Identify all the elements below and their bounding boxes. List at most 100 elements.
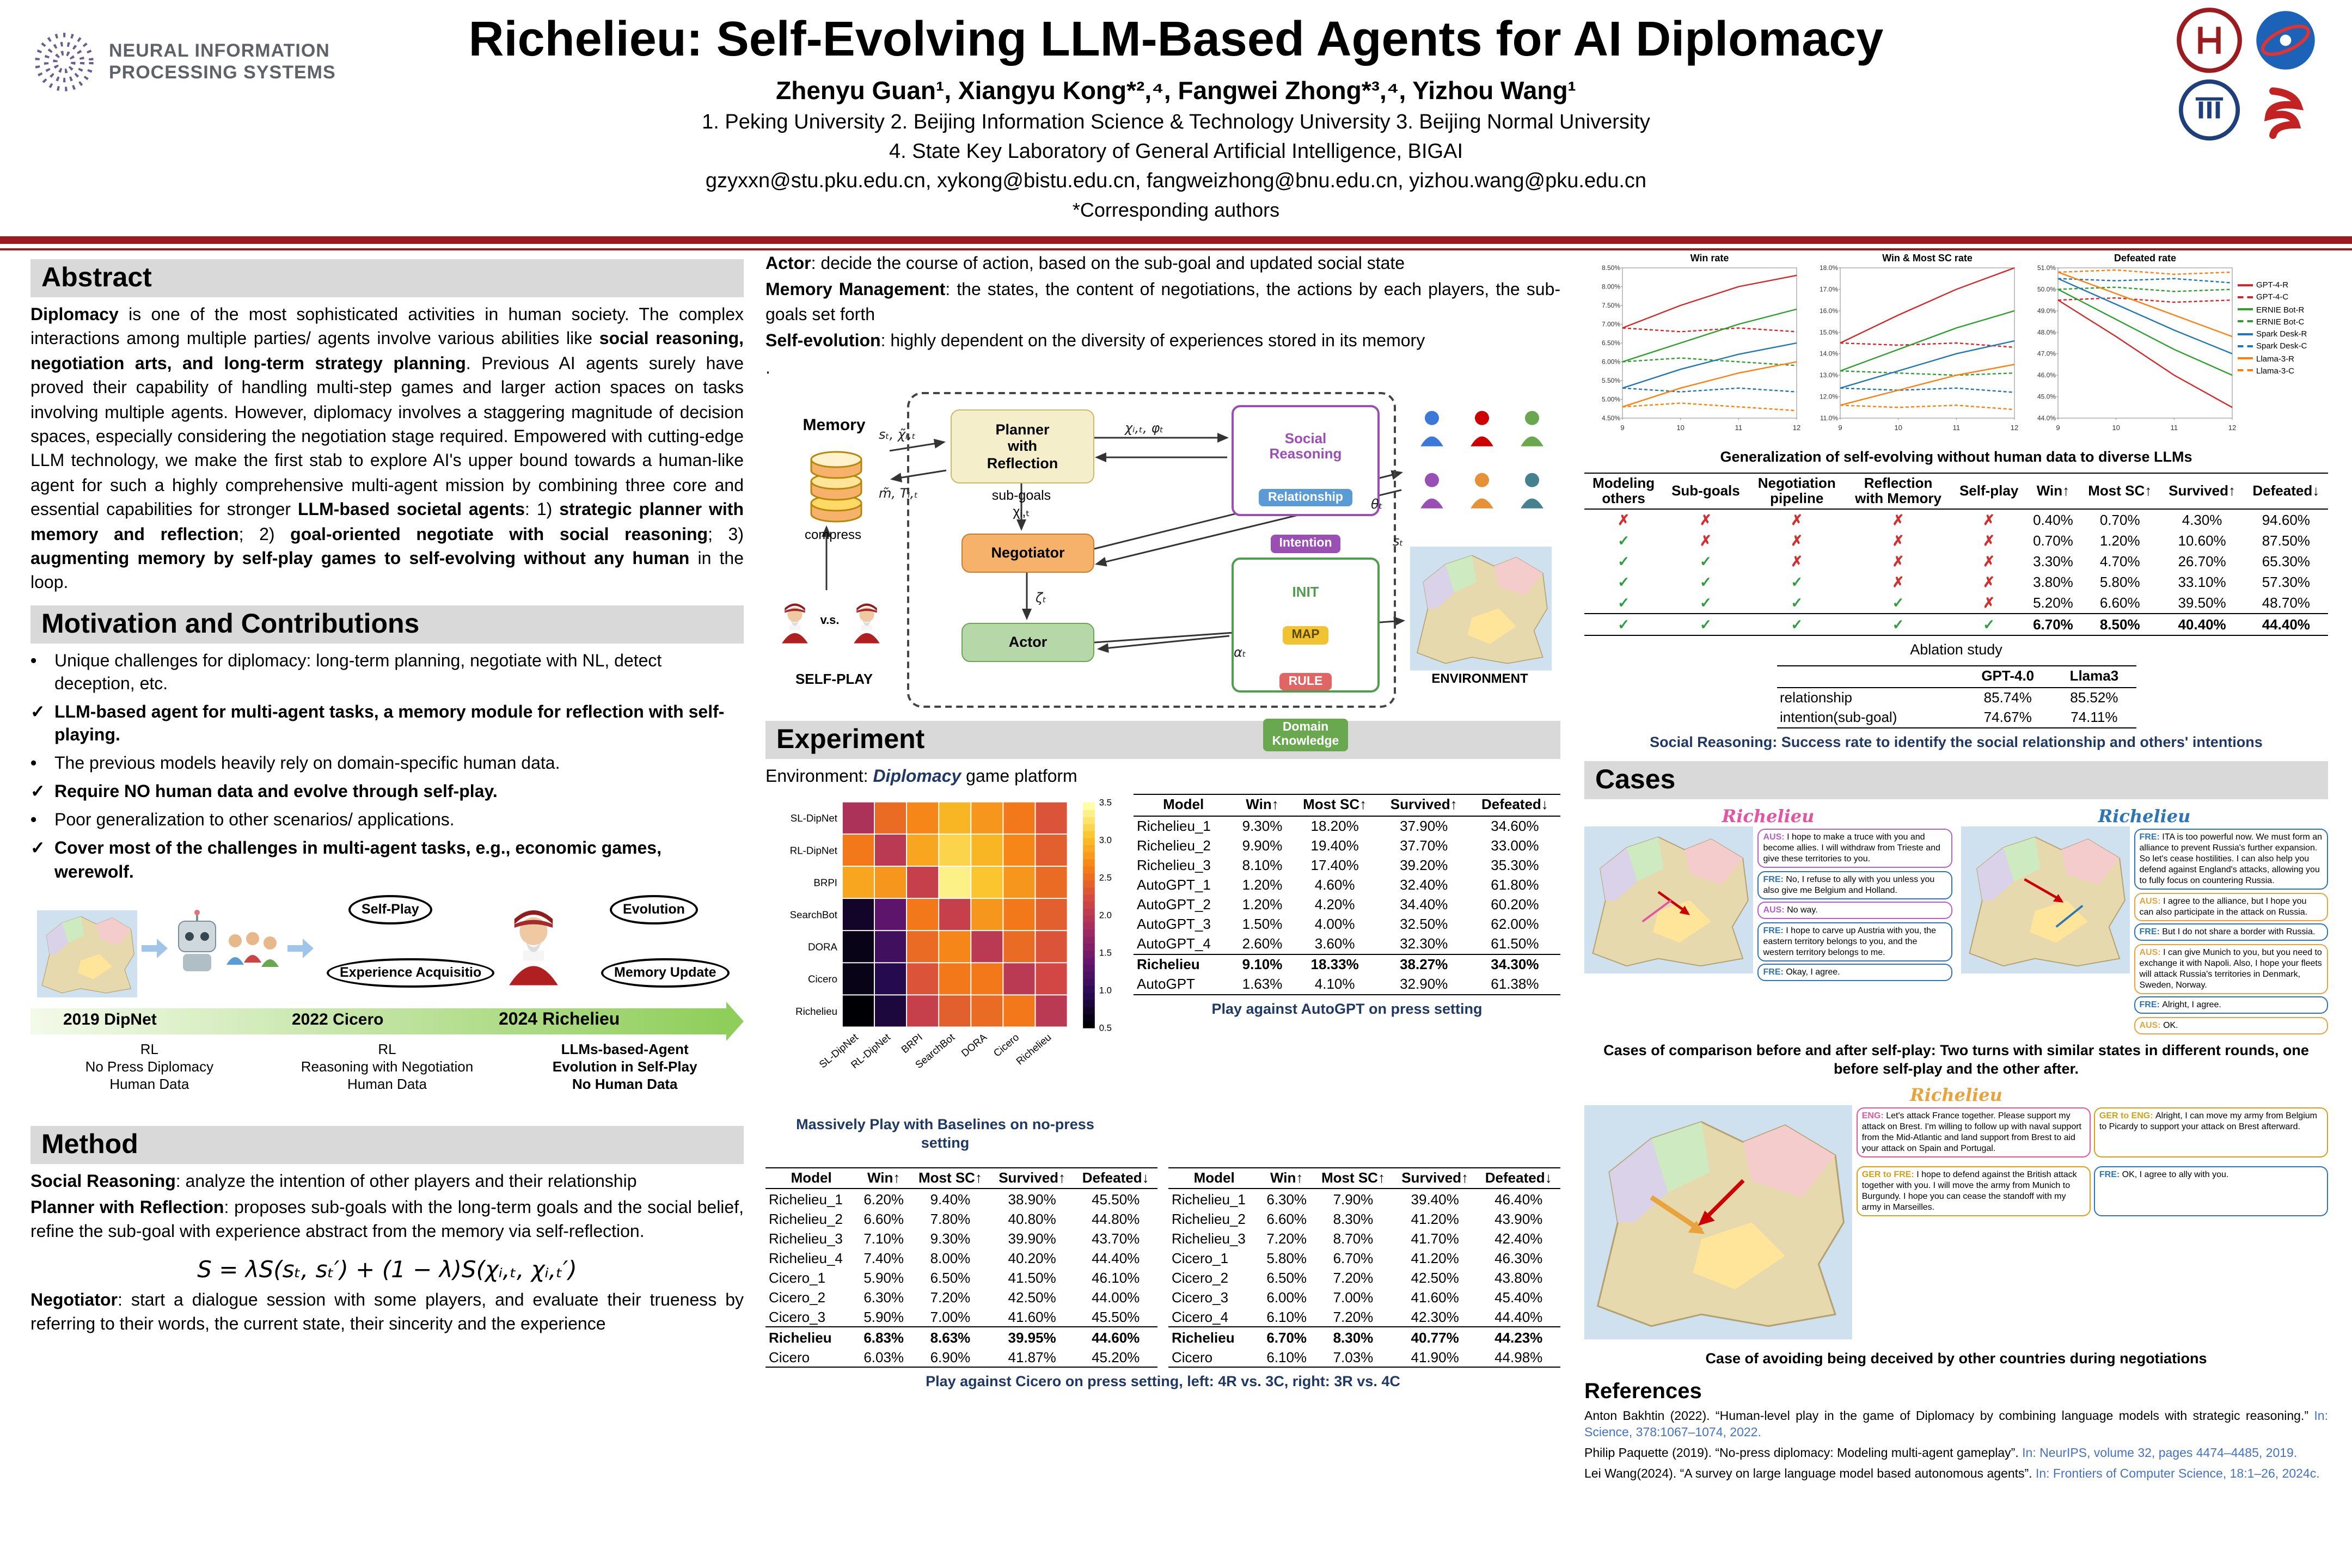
table-cell: 0.40% xyxy=(2033,512,2073,529)
selfplay-richelieu-left xyxy=(776,599,813,651)
svg-text:9: 9 xyxy=(1620,424,1624,432)
table-cell: 32.30% xyxy=(1400,935,1448,952)
table-cell: 4.60% xyxy=(1314,877,1355,893)
table-cell: Cicero_3 xyxy=(769,1308,826,1325)
table-cell: 41.87% xyxy=(1008,1349,1056,1365)
legend-entry: GPT-4-R xyxy=(2238,279,2323,291)
table-cell: 65.30% xyxy=(2262,553,2310,570)
motivation-item: • Poor generalization to other scenarios/… xyxy=(30,811,455,830)
relationship-chip: Relationship xyxy=(1259,488,1352,507)
bistu-badge-icon xyxy=(2256,11,2315,70)
table-cell: 85.74% xyxy=(1983,689,2032,706)
table-cell: 38.90% xyxy=(1008,1191,1056,1208)
social-reasoning-caption: Social Reasoning: Success rate to identi… xyxy=(1650,733,2263,750)
svg-text:DORA: DORA xyxy=(959,1032,989,1059)
cicero-caption: Play against Cicero on press setting, le… xyxy=(926,1373,1400,1390)
cases-figure-2-caption: Case of avoiding being deceived by other… xyxy=(1705,1350,2207,1367)
pipeline-actor-text: Actor: decide the course of action, base… xyxy=(765,255,1405,273)
table-row: ✗ ✗ ✗ ✗ ✗ 0.40% 0.70% 4.30% 94.60% xyxy=(1584,510,2328,531)
svg-text:11: 11 xyxy=(2171,424,2178,432)
table-row: AutoGPT 1.63% 4.10% 32.90% 61.38% xyxy=(1134,974,1560,994)
neurips-line1: NEURAL INFORMATION xyxy=(109,40,330,61)
table-cell: 61.80% xyxy=(1491,877,1539,893)
table-row: Richelieu 9.10% 18.33% 38.27% 34.30% xyxy=(1134,953,1560,975)
legend-entry: Spark Desk-C xyxy=(2238,340,2323,353)
right-column: Win rate 4.50% 5.00% 5.50% 6.00% 6.50% 7.00% 7.… xyxy=(1584,250,2328,1487)
generalization-charts: Win rate 4.50% 5.00% 5.50% 6.00% 6.50% 7.00% 7.… xyxy=(1584,250,2328,443)
table-cell: 41.60% xyxy=(1008,1308,1056,1325)
table-row: Richelieu_1 6.20% 9.40% 38.90% 45.50% xyxy=(765,1189,1157,1209)
table-cell: 45.50% xyxy=(1092,1191,1140,1208)
table-cell: 5.20% xyxy=(2033,595,2073,611)
motivation-item: ✓ LLM-based agent for multi-agent tasks, … xyxy=(30,703,725,745)
legend-entry: Llama-3-R xyxy=(2238,352,2323,365)
svg-text:45.0%: 45.0% xyxy=(2037,393,2056,401)
case-deception: Richelieu ENG: Let's attack France toget… xyxy=(1584,1085,2328,1345)
table-cell: 18.20% xyxy=(1310,818,1359,835)
rule-chip: RULE xyxy=(1279,672,1332,691)
table-cell: 6.20% xyxy=(863,1191,904,1208)
chat-bubble: AUS: I can give Munich to you, but you n… xyxy=(2134,944,2328,994)
svg-text:Win & Most SC rate: Win & Most SC rate xyxy=(1882,253,1973,264)
table-cell: 1.20% xyxy=(1242,877,1283,893)
svg-text:2.0: 2.0 xyxy=(1099,910,1112,921)
svg-text:4.50%: 4.50% xyxy=(1602,414,1620,422)
table-cell: 45.40% xyxy=(1494,1289,1543,1306)
stray-period: . xyxy=(765,359,770,378)
chat-bubble: ENG: Let's attack France together. Pleas… xyxy=(1856,1107,2091,1158)
social-reasoning-box: Social Reasoning Relationship Intention xyxy=(1232,405,1380,553)
table-cell: 62.00% xyxy=(1491,916,1539,933)
richelieu-label-before: Richelieu xyxy=(1722,805,1815,826)
table-cell: 9.90% xyxy=(1242,837,1283,854)
symbol-plan: χᵢ,ₜ, φₜ xyxy=(1125,420,1164,436)
table-cell: 40.40% xyxy=(2160,613,2244,636)
table-row: AutoGPT_2 1.20% 4.20% 34.40% 60.20% xyxy=(1134,895,1560,914)
autogpt-caption: Play against AutoGPT on press setting xyxy=(1211,1000,1483,1017)
table-cell: 40.77% xyxy=(1393,1326,1477,1347)
table-cell: AutoGPT xyxy=(1137,976,1195,993)
svg-text:Defeated rate: Defeated rate xyxy=(2114,253,2176,264)
column-header: Defeated↓ xyxy=(1469,794,1560,817)
table-cell: 6.70% xyxy=(2026,613,2080,636)
svg-text:14.0%: 14.0% xyxy=(1820,350,1838,358)
column-header: Reflection with Memory xyxy=(1845,472,1952,510)
column-header: Survived↑ xyxy=(2160,472,2244,510)
table-cell: 40.80% xyxy=(1008,1210,1056,1227)
table-cell: 6.60% xyxy=(863,1210,904,1227)
column-header: GPT-4.0 xyxy=(1963,665,2053,688)
table-cell: 42.30% xyxy=(1411,1308,1459,1325)
university-logos xyxy=(2173,7,2337,142)
table-cell: ✓ xyxy=(1663,613,1749,636)
svg-text:1.5: 1.5 xyxy=(1099,948,1112,958)
table-cell: 8.70% xyxy=(1333,1230,1374,1247)
table-cell: 45.20% xyxy=(1092,1349,1140,1365)
calligraphy-logo-icon xyxy=(2264,87,2304,139)
selfplay-label: SELF-PLAY xyxy=(795,670,873,687)
intention-chip: Intention xyxy=(1270,535,1341,553)
table-cell: Richelieu xyxy=(765,1326,857,1347)
motivation-item: • Unique challenges for diplomacy: long-t… xyxy=(30,652,662,694)
table-cell: 7.00% xyxy=(930,1308,971,1325)
agent-boundary xyxy=(907,391,1396,708)
table-cell: Cicero xyxy=(1172,1349,1213,1365)
table-cell: ✗ xyxy=(1983,511,1995,528)
table-row: Cicero 6.03% 6.90% 41.87% 45.20% xyxy=(765,1347,1157,1367)
svg-text:6.00%: 6.00% xyxy=(1602,358,1620,366)
table-cell: 6.03% xyxy=(863,1349,904,1365)
table-cell: 5.80% xyxy=(2099,574,2140,591)
table-row: AutoGPT_3 1.50% 4.00% 32.50% 62.00% xyxy=(1134,914,1560,934)
table-cell: 19.40% xyxy=(1310,837,1359,854)
chat-bubble: FRE: Okay, I agree. xyxy=(1757,964,1952,982)
table-cell: 43.80% xyxy=(1494,1269,1543,1286)
table-cell: 1.20% xyxy=(1242,896,1283,913)
table-cell: 4.10% xyxy=(1314,976,1355,993)
svg-text:16.0%: 16.0% xyxy=(1820,307,1838,315)
table-cell: 34.30% xyxy=(1469,953,1560,975)
selfplay-richelieu-right xyxy=(848,599,885,651)
table-cell: 8.30% xyxy=(1313,1326,1393,1347)
table-cell: 39.40% xyxy=(1411,1191,1459,1208)
table-cell: ✗ xyxy=(1791,511,1803,528)
table-cell: 35.30% xyxy=(1491,857,1539,874)
table-cell: ✓ xyxy=(1700,573,1712,590)
table-cell: 38.27% xyxy=(1378,953,1469,975)
